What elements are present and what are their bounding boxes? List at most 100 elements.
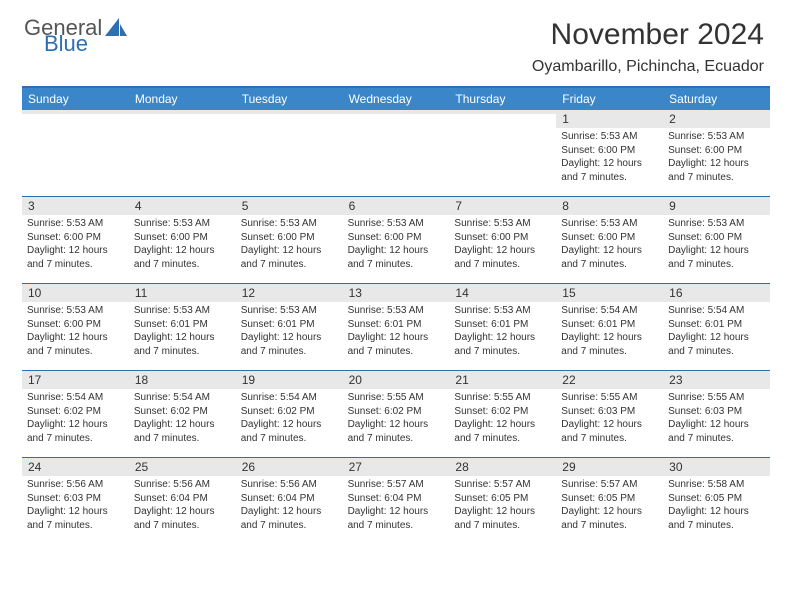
day-header: Tuesday [236,88,343,110]
logo-text-blue: Blue [44,34,129,54]
sunrise-text: Sunrise: 5:53 AM [454,304,551,318]
day-cell: 9Sunrise: 5:53 AMSunset: 6:00 PMDaylight… [663,197,770,283]
sunrise-text: Sunrise: 5:54 AM [134,391,231,405]
day-number [236,110,343,114]
day-details: Sunrise: 5:53 AMSunset: 6:00 PMDaylight:… [22,215,129,275]
sunrise-text: Sunrise: 5:53 AM [27,217,124,231]
day-number: 18 [129,371,236,389]
day-cell: 12Sunrise: 5:53 AMSunset: 6:01 PMDayligh… [236,284,343,370]
day-number: 30 [663,458,770,476]
sunrise-text: Sunrise: 5:55 AM [454,391,551,405]
day-number: 6 [343,197,450,215]
sunrise-text: Sunrise: 5:56 AM [241,478,338,492]
day-details: Sunrise: 5:56 AMSunset: 6:04 PMDaylight:… [236,476,343,536]
day-number: 21 [449,371,556,389]
day-cell [22,110,129,196]
calendar-week: 1Sunrise: 5:53 AMSunset: 6:00 PMDaylight… [22,110,770,196]
daylight-text: Daylight: 12 hours and 7 minutes. [668,418,765,445]
sunset-text: Sunset: 6:01 PM [561,318,658,332]
day-cell: 28Sunrise: 5:57 AMSunset: 6:05 PMDayligh… [449,458,556,544]
day-details: Sunrise: 5:55 AMSunset: 6:02 PMDaylight:… [343,389,450,449]
sunset-text: Sunset: 6:02 PM [134,405,231,419]
sunrise-text: Sunrise: 5:56 AM [134,478,231,492]
sunset-text: Sunset: 6:00 PM [454,231,551,245]
day-details: Sunrise: 5:53 AMSunset: 6:01 PMDaylight:… [236,302,343,362]
sunrise-text: Sunrise: 5:53 AM [561,130,658,144]
sunset-text: Sunset: 6:00 PM [27,231,124,245]
day-details: Sunrise: 5:57 AMSunset: 6:05 PMDaylight:… [449,476,556,536]
day-details: Sunrise: 5:56 AMSunset: 6:03 PMDaylight:… [22,476,129,536]
day-cell: 17Sunrise: 5:54 AMSunset: 6:02 PMDayligh… [22,371,129,457]
day-number: 29 [556,458,663,476]
day-number: 2 [663,110,770,128]
day-cell [236,110,343,196]
sunrise-text: Sunrise: 5:57 AM [348,478,445,492]
sunset-text: Sunset: 6:00 PM [27,318,124,332]
day-header: Sunday [22,88,129,110]
daylight-text: Daylight: 12 hours and 7 minutes. [134,505,231,532]
sunrise-text: Sunrise: 5:53 AM [668,217,765,231]
day-number: 10 [22,284,129,302]
sunrise-text: Sunrise: 5:53 AM [241,217,338,231]
weeks-container: 1Sunrise: 5:53 AMSunset: 6:00 PMDaylight… [22,110,770,544]
sunrise-text: Sunrise: 5:54 AM [561,304,658,318]
daylight-text: Daylight: 12 hours and 7 minutes. [454,418,551,445]
day-number: 12 [236,284,343,302]
sunset-text: Sunset: 6:00 PM [241,231,338,245]
sunset-text: Sunset: 6:03 PM [27,492,124,506]
day-cell [343,110,450,196]
sunset-text: Sunset: 6:05 PM [454,492,551,506]
sunset-text: Sunset: 6:01 PM [454,318,551,332]
day-number: 19 [236,371,343,389]
daylight-text: Daylight: 12 hours and 7 minutes. [348,244,445,271]
calendar: Sunday Monday Tuesday Wednesday Thursday… [22,86,770,544]
sunset-text: Sunset: 6:00 PM [668,231,765,245]
day-cell: 23Sunrise: 5:55 AMSunset: 6:03 PMDayligh… [663,371,770,457]
daylight-text: Daylight: 12 hours and 7 minutes. [27,418,124,445]
day-header: Thursday [449,88,556,110]
sunset-text: Sunset: 6:01 PM [668,318,765,332]
sunrise-text: Sunrise: 5:53 AM [134,217,231,231]
sunset-text: Sunset: 6:01 PM [348,318,445,332]
day-details: Sunrise: 5:53 AMSunset: 6:00 PMDaylight:… [663,128,770,188]
day-number: 14 [449,284,556,302]
day-details: Sunrise: 5:54 AMSunset: 6:02 PMDaylight:… [236,389,343,449]
daylight-text: Daylight: 12 hours and 7 minutes. [348,505,445,532]
day-header: Friday [556,88,663,110]
sunset-text: Sunset: 6:00 PM [561,144,658,158]
sunset-text: Sunset: 6:02 PM [348,405,445,419]
day-number: 11 [129,284,236,302]
daylight-text: Daylight: 12 hours and 7 minutes. [241,418,338,445]
daylight-text: Daylight: 12 hours and 7 minutes. [668,244,765,271]
day-cell: 18Sunrise: 5:54 AMSunset: 6:02 PMDayligh… [129,371,236,457]
calendar-week: 24Sunrise: 5:56 AMSunset: 6:03 PMDayligh… [22,457,770,544]
sunrise-text: Sunrise: 5:55 AM [561,391,658,405]
day-details: Sunrise: 5:53 AMSunset: 6:00 PMDaylight:… [343,215,450,275]
day-details: Sunrise: 5:54 AMSunset: 6:01 PMDaylight:… [663,302,770,362]
day-cell: 16Sunrise: 5:54 AMSunset: 6:01 PMDayligh… [663,284,770,370]
day-cell: 15Sunrise: 5:54 AMSunset: 6:01 PMDayligh… [556,284,663,370]
sunrise-text: Sunrise: 5:53 AM [668,130,765,144]
day-details: Sunrise: 5:56 AMSunset: 6:04 PMDaylight:… [129,476,236,536]
daylight-text: Daylight: 12 hours and 7 minutes. [27,505,124,532]
sunset-text: Sunset: 6:02 PM [241,405,338,419]
daylight-text: Daylight: 12 hours and 7 minutes. [27,331,124,358]
day-details: Sunrise: 5:54 AMSunset: 6:02 PMDaylight:… [22,389,129,449]
calendar-week: 17Sunrise: 5:54 AMSunset: 6:02 PMDayligh… [22,370,770,457]
day-number: 20 [343,371,450,389]
calendar-week: 10Sunrise: 5:53 AMSunset: 6:00 PMDayligh… [22,283,770,370]
daylight-text: Daylight: 12 hours and 7 minutes. [241,331,338,358]
day-cell: 10Sunrise: 5:53 AMSunset: 6:00 PMDayligh… [22,284,129,370]
sunset-text: Sunset: 6:03 PM [561,405,658,419]
day-details: Sunrise: 5:53 AMSunset: 6:01 PMDaylight:… [343,302,450,362]
header: General Blue November 2024 Oyambarillo, … [0,0,792,76]
day-details: Sunrise: 5:57 AMSunset: 6:05 PMDaylight:… [556,476,663,536]
sunrise-text: Sunrise: 5:53 AM [454,217,551,231]
day-number: 28 [449,458,556,476]
sunrise-text: Sunrise: 5:57 AM [561,478,658,492]
day-number: 15 [556,284,663,302]
daylight-text: Daylight: 12 hours and 7 minutes. [134,331,231,358]
sunset-text: Sunset: 6:02 PM [27,405,124,419]
day-cell: 5Sunrise: 5:53 AMSunset: 6:00 PMDaylight… [236,197,343,283]
day-number: 4 [129,197,236,215]
